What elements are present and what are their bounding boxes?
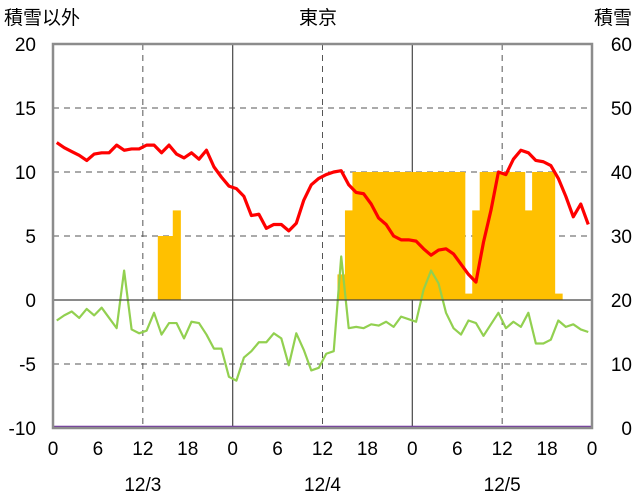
snow-bar [457, 172, 466, 300]
x-hour-tick-label: 18 [537, 439, 558, 460]
right-tick-label: 30 [611, 227, 632, 248]
left-tick-label: 20 [15, 35, 36, 56]
snow-bar [464, 293, 473, 300]
snow-bar [442, 172, 451, 300]
snow-bar [172, 210, 181, 300]
x-hour-tick-label: 12 [132, 439, 153, 460]
snow-bar [382, 172, 391, 300]
left-tick-label: 10 [15, 163, 36, 184]
right-axis-title: 積雪 [594, 7, 632, 29]
x-hour-tick-label: 0 [407, 439, 418, 460]
snow-bar [374, 172, 383, 300]
left-tick-label: -5 [19, 355, 36, 376]
snow-bar [517, 172, 526, 300]
snow-bar [397, 172, 406, 300]
right-tick-label: 0 [621, 419, 632, 440]
right-tick-label: 20 [611, 291, 632, 312]
snow-bar [157, 236, 166, 300]
left-axis-title: 積雪以外 [4, 7, 80, 29]
right-tick-label: 50 [611, 99, 632, 120]
snow-bar [367, 172, 376, 300]
snow-bar [502, 172, 511, 300]
snow-bar [509, 172, 518, 300]
x-hour-tick-label: 0 [587, 439, 598, 460]
temperature-line [55, 141, 590, 284]
x-hour-tick-label: 12 [492, 439, 513, 460]
left-tick-label: -10 [9, 419, 36, 440]
snow-bar [472, 210, 481, 300]
snow-bar [547, 172, 556, 300]
snow-bar [524, 210, 533, 300]
day-label: 12/3 [124, 475, 161, 496]
plot-border [51, 42, 594, 430]
snow-bar [532, 172, 541, 300]
x-hour-tick-label: 6 [272, 439, 283, 460]
x-hour-tick-label: 0 [227, 439, 238, 460]
day-label: 12/4 [304, 475, 341, 496]
snow-bar [554, 293, 563, 300]
snow-bar [427, 172, 436, 300]
snow-bar [487, 172, 496, 300]
x-hour-tick-label: 6 [452, 439, 463, 460]
left-tick-label: 15 [15, 99, 36, 120]
left-tick-label: 5 [25, 227, 36, 248]
x-hour-tick-label: 0 [48, 439, 59, 460]
plot-frame [51, 42, 594, 430]
right-tick-label: 40 [611, 163, 632, 184]
right-tick-label: 10 [611, 355, 632, 376]
snow-bar [419, 172, 428, 300]
chart-title: 東京 [299, 7, 337, 29]
x-hour-tick-label: 6 [93, 439, 104, 460]
snow-bar [434, 172, 443, 300]
other-series-line [56, 255, 589, 382]
snow-bar [412, 172, 421, 300]
snow-bar [359, 172, 369, 300]
snow-bar [449, 172, 458, 300]
snow-bar [165, 236, 174, 300]
left-tick-label: 0 [25, 291, 36, 312]
day-label: 12/5 [484, 475, 521, 496]
snow-bar [404, 172, 413, 300]
snow-bar [494, 172, 503, 300]
x-hour-tick-label: 12 [312, 439, 333, 460]
x-hour-tick-label: 18 [357, 439, 378, 460]
snow-bar [352, 172, 361, 300]
snow-bar [337, 274, 346, 300]
snow-bar [344, 210, 354, 300]
x-hour-tick-label: 18 [177, 439, 198, 460]
right-tick-label: 60 [611, 35, 632, 56]
snow-bar [539, 172, 548, 300]
